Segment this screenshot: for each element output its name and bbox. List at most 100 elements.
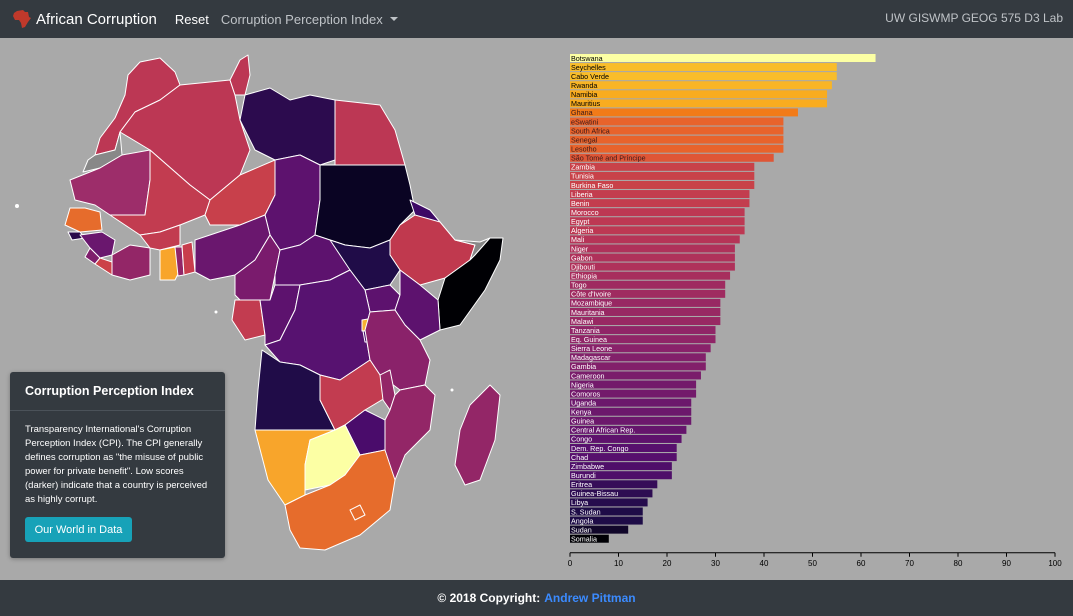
region-south-africa[interactable] — [284, 449, 396, 551]
bar-label: eSwatini — [571, 117, 599, 126]
bar-label: Gambia — [571, 362, 596, 371]
bar-algeria[interactable] — [570, 226, 745, 235]
bar-eq-guinea[interactable] — [570, 335, 716, 344]
bar-namibia[interactable] — [570, 90, 828, 99]
bar-label: Uganda — [571, 398, 596, 407]
bar-benin[interactable] — [570, 199, 750, 208]
bar-seychelles[interactable] — [570, 63, 837, 72]
bar-djibouti[interactable] — [570, 262, 735, 271]
bar-zambia[interactable] — [570, 162, 755, 171]
bar-central-african-rep-[interactable] — [570, 425, 687, 434]
bar-angola[interactable] — [570, 516, 643, 525]
bar-label: Malawi — [571, 317, 594, 326]
navbar: African Corruption Reset Corruption Perc… — [0, 0, 1073, 38]
bar-eswatini[interactable] — [570, 117, 784, 126]
bar-dem-rep-congo[interactable] — [570, 444, 677, 453]
bar-ethiopia[interactable] — [570, 271, 731, 280]
bar-label: Cabo Verde — [571, 72, 609, 81]
bar-sudan[interactable] — [570, 525, 629, 534]
bar-label: Comoros — [571, 389, 601, 398]
bar-label: Togo — [571, 281, 587, 290]
bar-madagascar[interactable] — [570, 353, 706, 362]
bar-south-africa[interactable] — [570, 126, 784, 135]
bar-nigeria[interactable] — [570, 380, 697, 389]
region-tunisia[interactable] — [229, 54, 251, 96]
bar-sierra-leone[interactable] — [570, 344, 711, 353]
bar-label: Chad — [571, 453, 588, 462]
africa-choropleth-map — [15, 54, 504, 551]
bar-guinea[interactable] — [570, 416, 692, 425]
brand[interactable]: African Corruption — [12, 9, 157, 29]
bar-s-sudan[interactable] — [570, 507, 643, 516]
region-gabon[interactable] — [231, 299, 266, 341]
bar-uganda[interactable] — [570, 398, 692, 407]
bar-c-te-d-ivoire[interactable] — [570, 289, 726, 298]
bar-kenya[interactable] — [570, 407, 692, 416]
bar-mozambique[interactable] — [570, 298, 721, 307]
bar-label: Tanzania — [571, 326, 600, 335]
course-label: UW GISWMP GEOG 575 D3 Lab — [885, 11, 1063, 25]
bar-comoros[interactable] — [570, 389, 697, 398]
bar-burundi[interactable] — [570, 471, 672, 480]
bar-zimbabwe[interactable] — [570, 462, 672, 471]
bar-mauritius[interactable] — [570, 99, 828, 108]
bar-cabo-verde[interactable] — [570, 72, 837, 81]
bar-label: Tunisia — [571, 172, 594, 181]
island-cabo-verde[interactable] — [15, 204, 19, 208]
bar-tanzania[interactable] — [570, 326, 716, 335]
bar-lesotho[interactable] — [570, 144, 784, 153]
bar-label: Algeria — [571, 226, 593, 235]
x-axis-tick-label: 60 — [857, 559, 866, 568]
info-panel-description: Transparency International's Corruption … — [25, 424, 208, 505]
region-libya[interactable] — [239, 87, 336, 166]
bar-malawi[interactable] — [570, 317, 721, 326]
bar-ghana[interactable] — [570, 108, 798, 117]
bar-libya[interactable] — [570, 498, 648, 507]
bar-gabon[interactable] — [570, 253, 735, 262]
x-axis-tick-label: 70 — [905, 559, 914, 568]
bar-guinea-bissau[interactable] — [570, 489, 653, 498]
bar-label: Liberia — [571, 190, 593, 199]
region-lesotho[interactable] — [349, 504, 366, 521]
island-sao-tome[interactable] — [214, 310, 218, 314]
bar-egypt[interactable] — [570, 217, 745, 226]
bar-botswana[interactable] — [570, 54, 876, 62]
bar-morocco[interactable] — [570, 208, 745, 217]
bar-label: Zimbabwe — [571, 462, 604, 471]
region-madagascar[interactable] — [454, 384, 501, 486]
region-burkina-faso[interactable] — [139, 224, 181, 251]
bar-label: Burundi — [571, 471, 596, 480]
bar-gambia[interactable] — [570, 362, 706, 371]
region-egypt[interactable] — [334, 99, 406, 166]
bar-mali[interactable] — [570, 235, 740, 244]
bar-s-o-tom-and-pr-ncipe[interactable] — [570, 153, 774, 162]
bar-label: Senegal — [571, 135, 598, 144]
bar-eritrea[interactable] — [570, 480, 658, 489]
bar-cameroon[interactable] — [570, 371, 701, 380]
bar-congo[interactable] — [570, 434, 682, 443]
region-senegal[interactable] — [64, 207, 103, 233]
our-world-in-data-button[interactable]: Our World in Data — [25, 517, 132, 542]
island-comoros[interactable] — [450, 388, 454, 392]
bar-burkina-faso[interactable] — [570, 180, 755, 189]
bar-senegal[interactable] — [570, 135, 784, 144]
bar-togo[interactable] — [570, 280, 726, 289]
reset-link[interactable]: Reset — [174, 11, 209, 27]
africa-logo-icon — [13, 10, 31, 28]
bar-rwanda[interactable] — [570, 81, 832, 90]
author-link[interactable]: Andrew Pittman — [544, 591, 636, 605]
attribute-dropdown[interactable]: Corruption Perception Index — [221, 12, 398, 27]
region-cote-divoire[interactable] — [111, 244, 151, 281]
bar-mauritania[interactable] — [570, 307, 721, 316]
bar-somalia[interactable] — [570, 534, 609, 543]
bar-tunisia[interactable] — [570, 171, 755, 180]
bar-chad[interactable] — [570, 453, 677, 462]
bar-label: Guinea — [571, 417, 594, 426]
brand-title: African Corruption — [36, 10, 157, 28]
x-axis-tick-label: 100 — [1048, 559, 1062, 568]
x-axis-tick-label: 50 — [808, 559, 817, 568]
bar-liberia[interactable] — [570, 190, 750, 199]
bar-label: Sierra Leone — [571, 344, 612, 353]
bar-niger[interactable] — [570, 244, 735, 253]
